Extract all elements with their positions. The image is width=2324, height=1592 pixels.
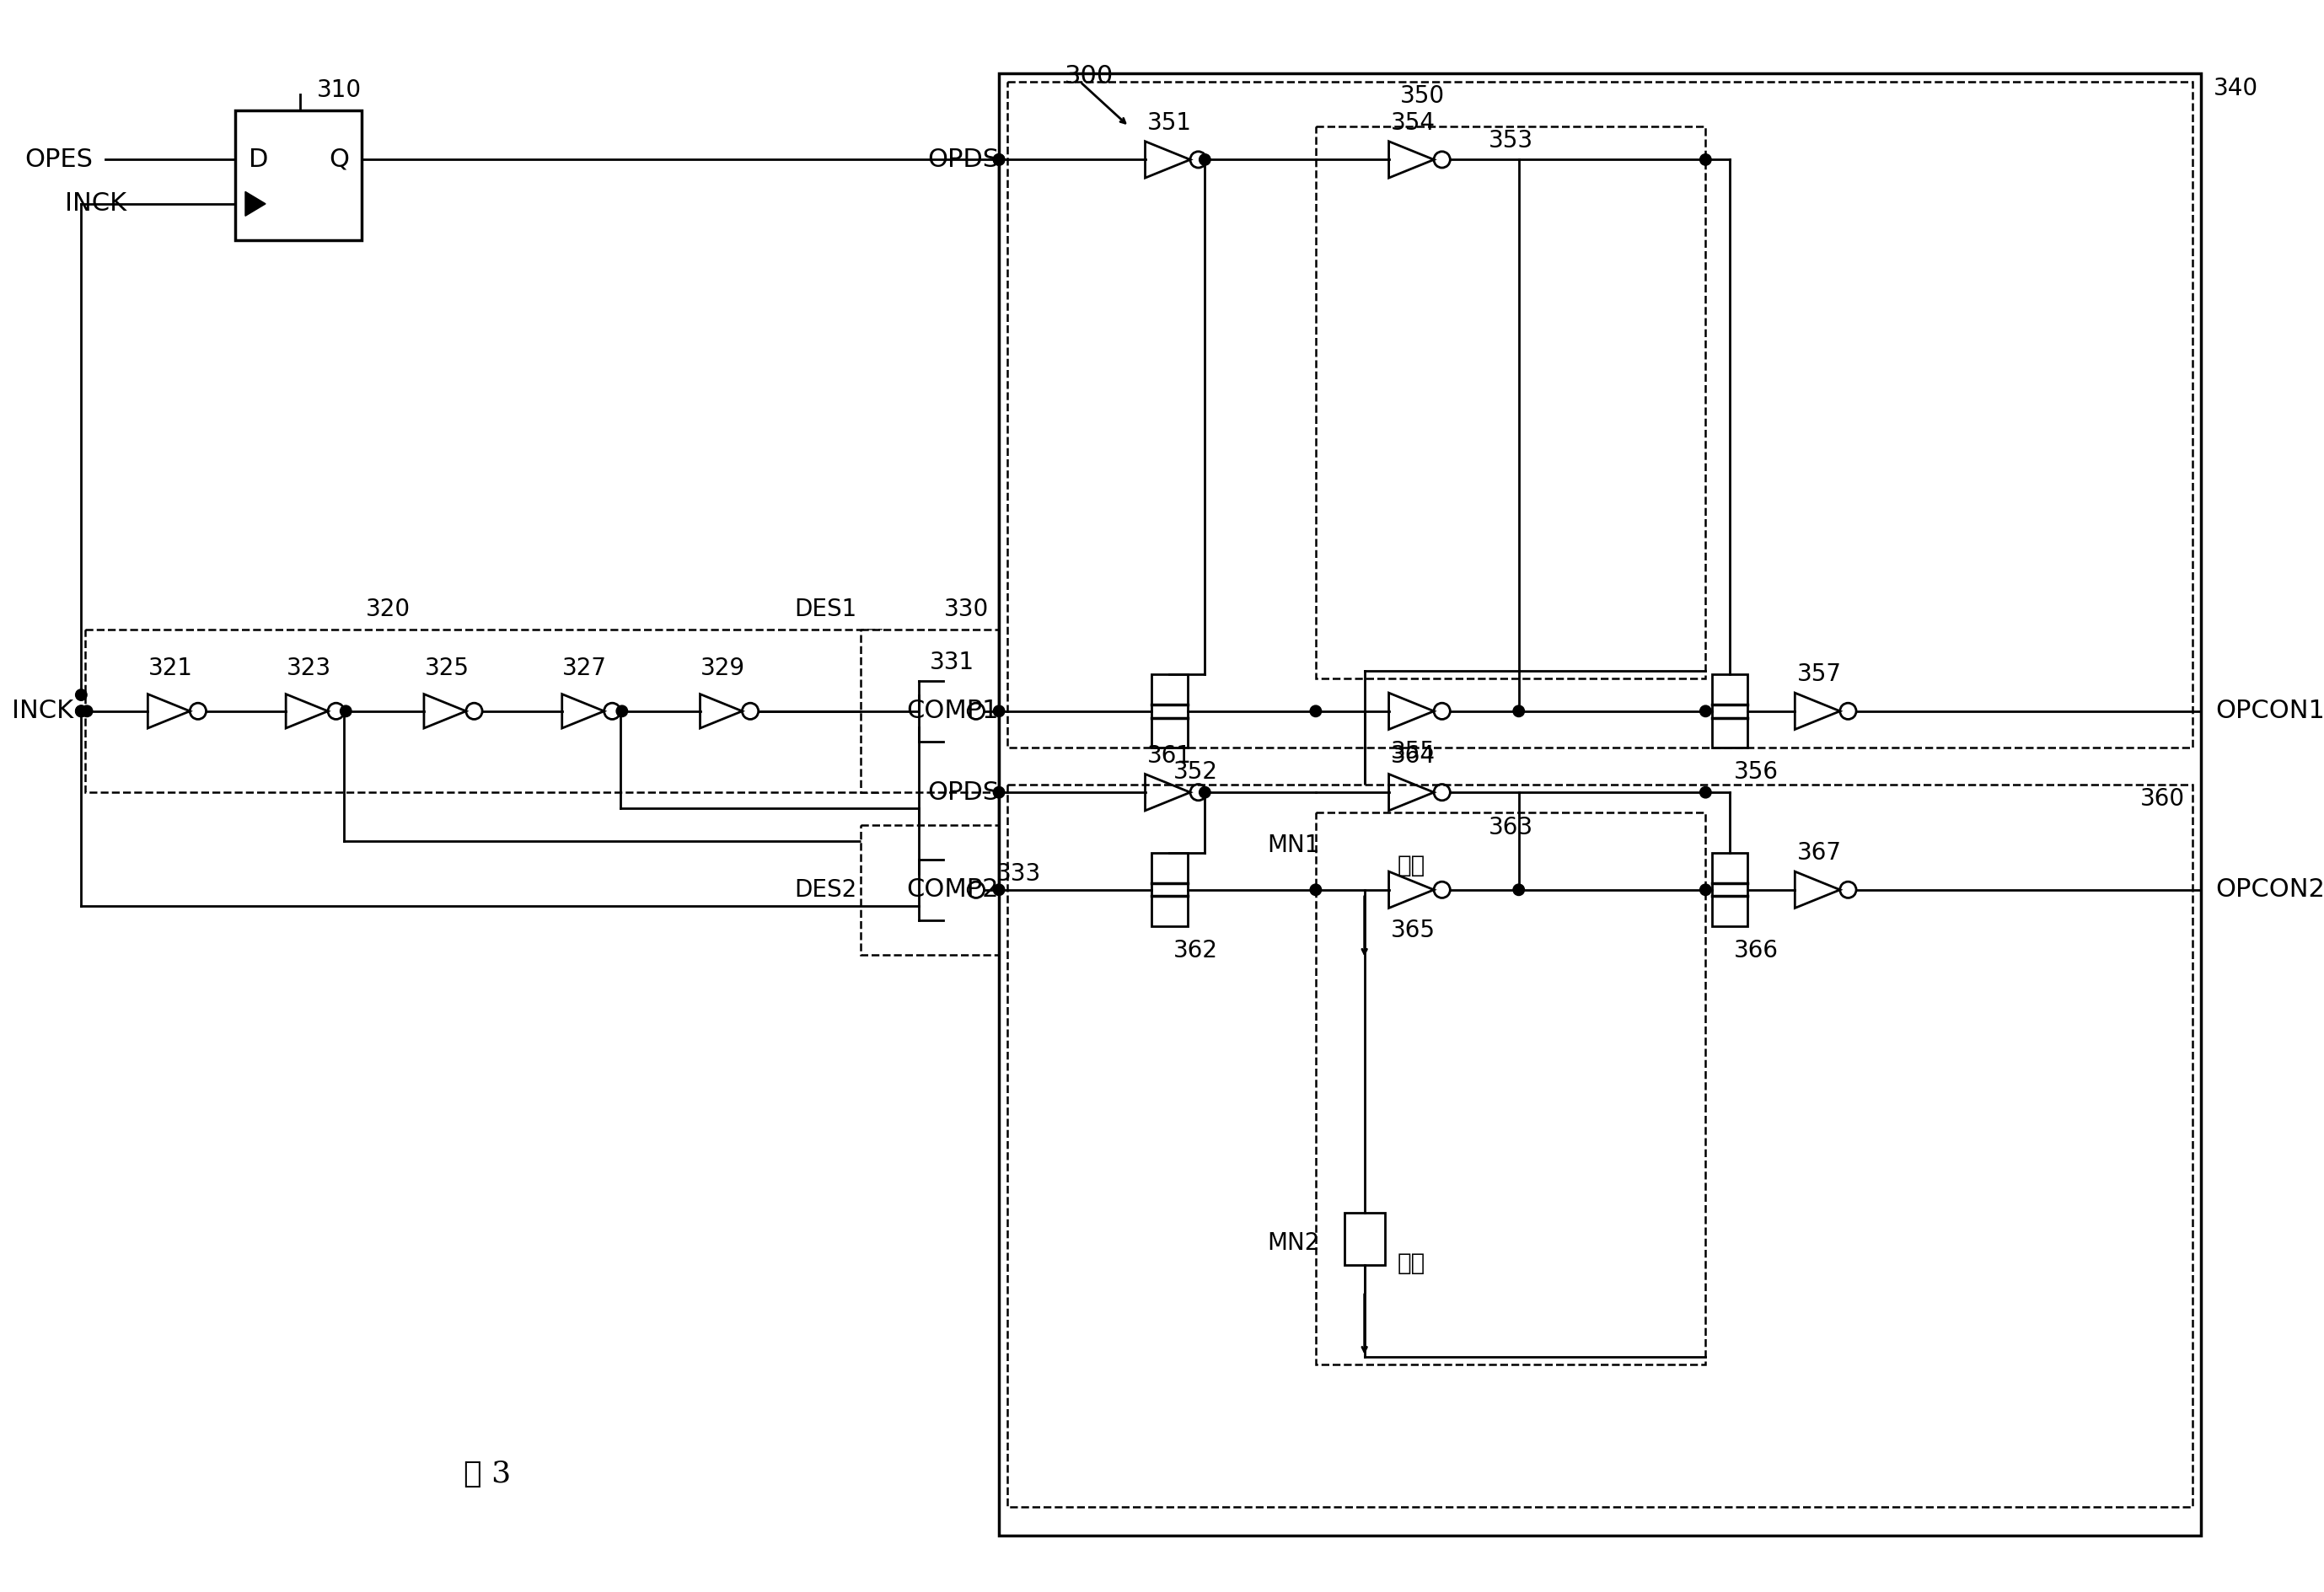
Circle shape: [77, 705, 86, 716]
Circle shape: [77, 705, 86, 716]
Text: 325: 325: [425, 656, 469, 680]
Bar: [1315, 126, 1706, 678]
Circle shape: [1311, 705, 1322, 716]
Circle shape: [1199, 154, 1211, 166]
Text: 360: 360: [2140, 786, 2185, 810]
Circle shape: [1199, 786, 1211, 798]
Bar: [235, 110, 363, 240]
Circle shape: [1311, 884, 1322, 895]
Polygon shape: [246, 191, 265, 217]
Text: INCK: INCK: [65, 191, 125, 217]
Bar: [1713, 675, 1748, 748]
Text: 300: 300: [1064, 64, 1113, 89]
Circle shape: [1699, 154, 1710, 166]
Bar: [1315, 812, 1706, 1364]
Text: 330: 330: [944, 599, 988, 621]
Text: 362: 362: [1174, 939, 1218, 963]
Circle shape: [1699, 705, 1710, 716]
Text: 354: 354: [1390, 111, 1436, 135]
Bar: [860, 825, 1011, 955]
Bar: [1153, 675, 1188, 748]
Text: 327: 327: [562, 656, 607, 680]
Text: 320: 320: [365, 599, 409, 621]
Text: DES1: DES1: [795, 599, 858, 621]
Text: 356: 356: [1734, 761, 1778, 783]
Text: 352: 352: [1174, 761, 1218, 783]
Text: 363: 363: [1487, 815, 1534, 839]
Text: 367: 367: [1796, 842, 1841, 864]
Text: OPDS: OPDS: [927, 148, 999, 172]
Text: D: D: [249, 148, 267, 172]
Circle shape: [992, 154, 1004, 166]
Text: 350: 350: [1399, 84, 1446, 108]
Circle shape: [992, 884, 1004, 895]
Circle shape: [1699, 786, 1710, 798]
Circle shape: [1513, 705, 1525, 716]
Text: 357: 357: [1796, 662, 1841, 686]
Text: 333: 333: [997, 861, 1041, 885]
Circle shape: [81, 705, 93, 716]
Text: 310: 310: [316, 78, 363, 102]
Circle shape: [616, 705, 627, 716]
Bar: [86, 630, 881, 793]
Circle shape: [992, 705, 1004, 716]
Circle shape: [339, 705, 351, 716]
Text: MN1: MN1: [1267, 833, 1320, 856]
Bar: [1343, 815, 1385, 868]
Circle shape: [992, 154, 1004, 166]
Text: 361: 361: [1148, 743, 1192, 767]
Text: COMP2: COMP2: [906, 877, 999, 903]
Text: 复位: 复位: [1397, 853, 1425, 877]
Text: OPCON1: OPCON1: [2215, 699, 2324, 723]
Bar: [1713, 853, 1748, 927]
Text: OPDS: OPDS: [927, 780, 999, 804]
Text: OPES: OPES: [23, 148, 93, 172]
Circle shape: [992, 786, 1004, 798]
Bar: [1153, 853, 1188, 927]
Text: COMP1: COMP1: [906, 699, 999, 723]
Text: 331: 331: [930, 651, 974, 675]
Bar: [1006, 785, 2194, 1508]
Text: INCK: INCK: [12, 699, 74, 723]
Text: Q: Q: [328, 148, 349, 172]
Text: 323: 323: [286, 656, 330, 680]
Text: 365: 365: [1390, 919, 1436, 942]
Text: OPCON2: OPCON2: [2215, 877, 2324, 903]
Text: 329: 329: [700, 656, 746, 680]
Text: 351: 351: [1148, 111, 1192, 135]
Bar: [1006, 81, 2194, 748]
Text: 340: 340: [2212, 76, 2259, 100]
Bar: [860, 630, 1011, 793]
Circle shape: [77, 689, 86, 700]
Text: 图 3: 图 3: [462, 1460, 511, 1489]
Text: 355: 355: [1390, 740, 1436, 764]
Circle shape: [1513, 884, 1525, 895]
Bar: [1343, 1213, 1385, 1266]
Text: 复位: 复位: [1397, 1251, 1425, 1275]
Bar: [999, 73, 2201, 1535]
Text: 353: 353: [1487, 129, 1534, 153]
Text: MN2: MN2: [1267, 1231, 1320, 1254]
Text: DES2: DES2: [795, 877, 858, 901]
Text: 366: 366: [1734, 939, 1778, 963]
Text: 321: 321: [149, 656, 193, 680]
Circle shape: [1699, 884, 1710, 895]
Text: 364: 364: [1390, 743, 1436, 767]
